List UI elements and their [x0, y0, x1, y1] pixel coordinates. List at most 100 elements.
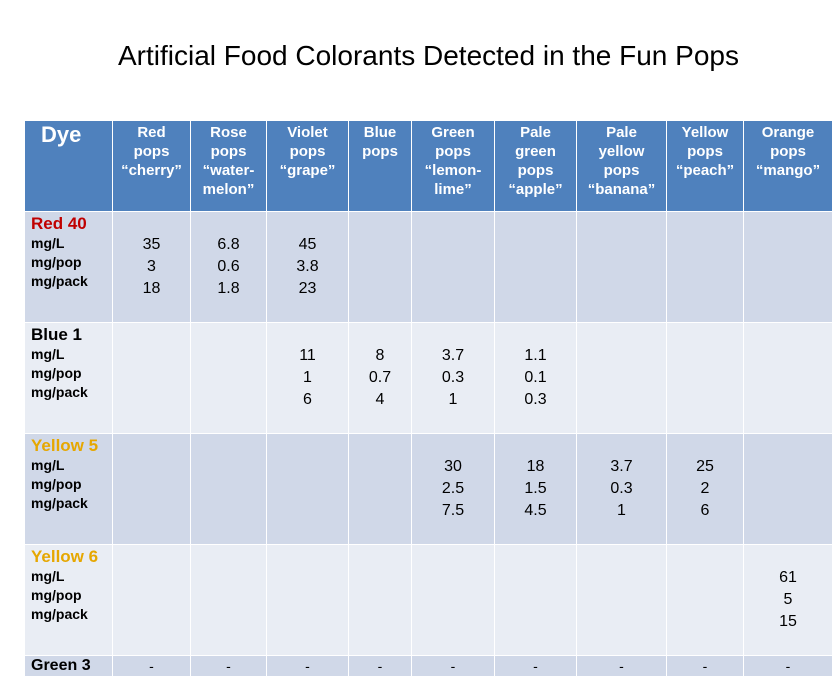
- column-header-line: pops: [687, 143, 723, 160]
- value-cell: [266, 544, 349, 656]
- value: -: [619, 658, 624, 674]
- column-header-line: Yellow: [681, 124, 729, 141]
- value: 6: [303, 391, 312, 408]
- column-header-line: Pale: [520, 124, 551, 141]
- column-header-line: pops: [210, 143, 247, 160]
- column-header-line: pops: [289, 143, 326, 160]
- value: 25: [696, 458, 714, 475]
- column-header-line: pops: [435, 143, 471, 160]
- value: 5: [783, 591, 793, 608]
- column-header: Rose pops “water-melon”: [190, 120, 267, 212]
- value-cell: [411, 544, 495, 656]
- value: 0.3: [610, 480, 633, 497]
- value-cell: 6.8 0.6 1.8: [190, 211, 267, 323]
- colorant-table: Dye Red pops “cherry” Rose pops “water-melon”…: [24, 120, 833, 677]
- column-header-line: pops: [770, 143, 806, 160]
- unit-label: mg/pop: [31, 365, 82, 381]
- value: 61: [779, 569, 797, 586]
- value: 18: [142, 280, 161, 297]
- value-cell: 11 1 6: [266, 322, 349, 434]
- value-cell: 45 3.8 23: [266, 211, 349, 323]
- column-header-line: Violet: [287, 124, 328, 141]
- dye-name: Blue 1: [31, 325, 83, 344]
- value: 0.3: [524, 391, 547, 408]
- table-row: Blue 1 mg/L mg/pop mg/pack 11 1 6 8 0.7 4 3.7 0.3 1 1…: [24, 322, 833, 434]
- value-cell: [576, 544, 667, 656]
- value: 2: [700, 480, 710, 497]
- column-header-line: “peach”: [675, 162, 735, 179]
- value-cell: [348, 433, 412, 545]
- value: 1.1: [524, 347, 547, 364]
- value: -: [785, 658, 791, 674]
- value-cell: [348, 211, 412, 323]
- value: 45: [298, 236, 317, 253]
- unit-label: mg/pop: [31, 254, 82, 270]
- value-cell: [112, 544, 191, 656]
- value-cell: [666, 322, 744, 434]
- header-row: Dye Red pops “cherry” Rose pops “water-melon”…: [24, 120, 833, 212]
- value: 3: [147, 258, 156, 275]
- dye-cell: Blue 1 mg/L mg/pop mg/pack: [24, 322, 113, 434]
- value-cell: 61 5 15: [743, 544, 833, 656]
- value: 11: [299, 347, 316, 364]
- value-cell: [190, 433, 267, 545]
- value: 7.5: [441, 502, 465, 519]
- value-cell: 18 1.5 4.5: [494, 433, 577, 545]
- value-cell: 3.7 0.3 1: [576, 433, 667, 545]
- value-cell: [666, 544, 744, 656]
- column-header-line: “apple”: [508, 181, 563, 198]
- column-header-line: lime”: [434, 181, 472, 198]
- dye-cell: Yellow 5 mg/L mg/pop mg/pack: [24, 433, 113, 545]
- table-row: Yellow 5 mg/L mg/pop mg/pack 30 2.5 7.5 18 1.5 4.…: [24, 433, 833, 545]
- value-cell: [411, 211, 495, 323]
- column-header-line: pops: [603, 162, 640, 179]
- column-header-line: “banana”: [587, 181, 656, 198]
- column-header-line: “water-: [202, 162, 255, 179]
- value: 3.7: [610, 458, 633, 475]
- value: 0.7: [368, 369, 392, 386]
- value-cell: -: [190, 655, 267, 677]
- value: -: [226, 658, 231, 674]
- unit-label: mg/pop: [31, 587, 82, 603]
- table-row: Green 3 - - - - - - - - -: [24, 655, 833, 677]
- column-header-line: Rose: [210, 124, 247, 141]
- column-header: Pale green pops “apple”: [494, 120, 577, 212]
- unit-label: mg/pop: [31, 476, 82, 492]
- value-cell: [494, 544, 577, 656]
- value-cell: [348, 544, 412, 656]
- column-header-line: yellow: [598, 143, 645, 160]
- value-cell: -: [576, 655, 667, 677]
- value: 6: [700, 502, 710, 519]
- value-cell: 3.7 0.3 1: [411, 322, 495, 434]
- column-header-line: “mango”: [755, 162, 821, 179]
- column-header-line: Red: [137, 124, 166, 141]
- value-cell: [112, 433, 191, 545]
- value-cell: -: [666, 655, 744, 677]
- unit-label: mg/pack: [31, 273, 88, 289]
- dye-column-header: Dye: [24, 120, 113, 212]
- value: 1: [448, 391, 458, 408]
- column-header-line: pops: [517, 162, 554, 179]
- value-cell: -: [743, 655, 833, 677]
- value: 1: [617, 502, 626, 519]
- value-cell: -: [348, 655, 412, 677]
- column-header-line: pops: [133, 143, 170, 160]
- value: 30: [444, 458, 462, 475]
- column-header-line: “lemon-: [424, 162, 482, 179]
- column-header: Yellow pops “peach”: [666, 120, 744, 212]
- value-cell: [576, 211, 667, 323]
- dye-cell: Green 3: [24, 655, 113, 677]
- value: 18: [526, 458, 545, 475]
- value-cell: [743, 211, 833, 323]
- value-cell: 1.1 0.1 0.3: [494, 322, 577, 434]
- unit-label: mg/L: [31, 346, 65, 362]
- column-header-line: Orange: [761, 124, 815, 141]
- column-header-line: melon”: [202, 181, 255, 198]
- column-header-line: Pale: [606, 124, 637, 141]
- value: 4: [375, 391, 385, 408]
- table-row: Red 40 mg/L mg/pop mg/pack 35 3 18 6.8 0.6 1.8 45 3…: [24, 211, 833, 323]
- unit-label: mg/L: [31, 568, 65, 584]
- column-header: Violet pops “grape”: [266, 120, 349, 212]
- column-header-line: green: [515, 143, 556, 160]
- value: 0.3: [441, 369, 465, 386]
